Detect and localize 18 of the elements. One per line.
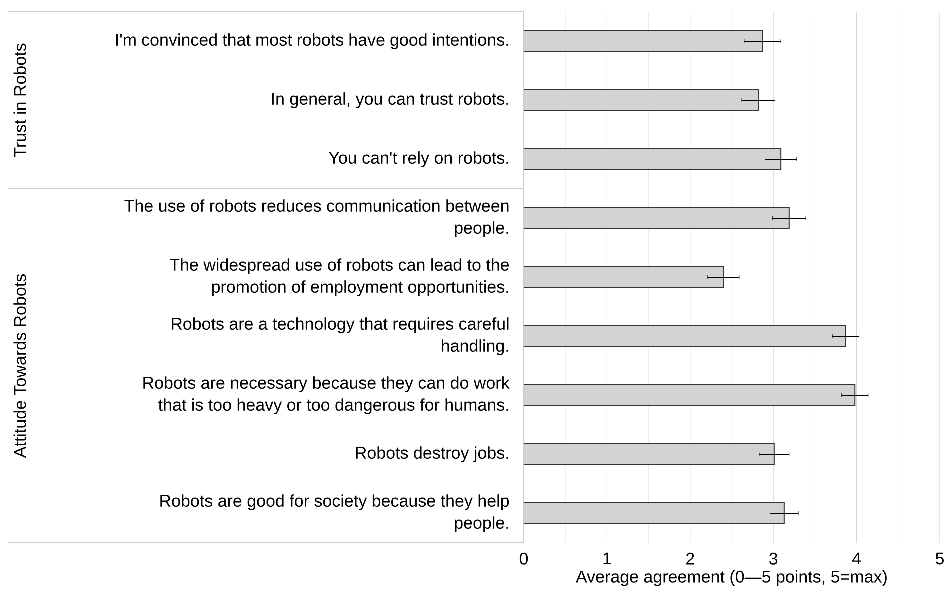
y-tick-label: Robots are good for society because they help people.	[160, 494, 510, 532]
x-tick-label: 4	[852, 552, 862, 565]
y-tick-label: Robots are necessary because they can do work that is too heavy or too dangerous for humans.	[144, 376, 510, 414]
x-tick-label: 1	[604, 552, 612, 565]
y-tick-label: The widespread use of robots can lead to the promotion of employment opportunities.	[170, 258, 510, 296]
x-tick-label: 0	[520, 552, 528, 565]
x-tick-label: 3	[770, 552, 778, 565]
y-tick-label: I'm convinced that most robots have good intentions.	[116, 34, 508, 50]
text: Trust in Robots	[14, 44, 26, 158]
x-tick-label: 2	[686, 552, 694, 565]
x-axis-title: Average agreement (0—5 points, 5=max)	[576, 570, 887, 586]
y-tick-label: You can't rely on robots.	[329, 152, 508, 168]
y-tick-label: Robots are a technology that requires careful handling.	[172, 318, 509, 356]
x-tick-label: 5	[936, 552, 944, 565]
text: Attitude Towards Robots	[14, 274, 26, 458]
y-tick-label: Robots destroy jobs.	[356, 446, 508, 462]
y-tick-label: In general, you can trust robots.	[272, 92, 508, 108]
y-tick-label: The use of robots reduces communication between people.	[124, 200, 509, 238]
